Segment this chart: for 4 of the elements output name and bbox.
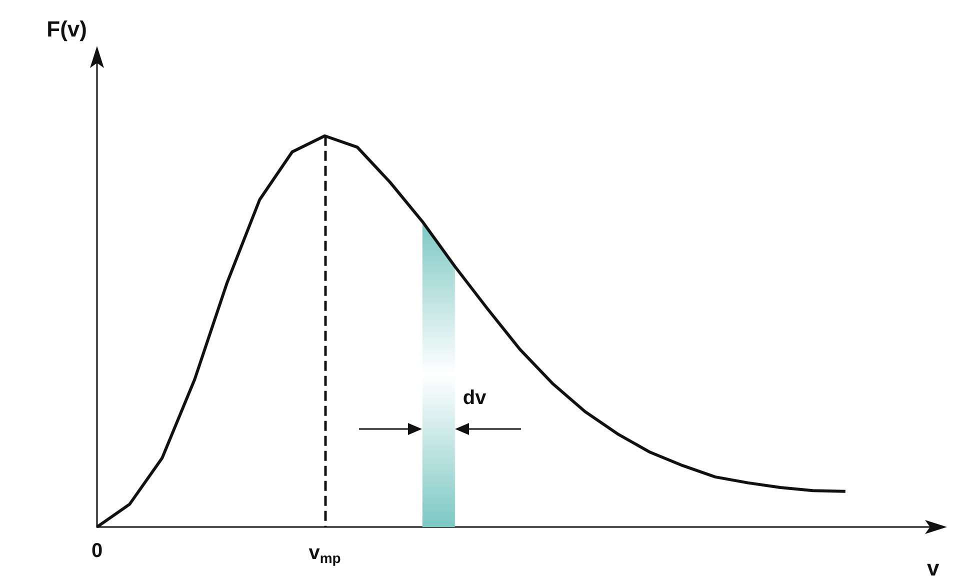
y-axis-title: F(v) <box>46 16 87 42</box>
x-axis-title: v <box>927 556 940 580</box>
x-tick-label: 0 <box>91 540 103 562</box>
annotation: dv <box>462 387 486 410</box>
